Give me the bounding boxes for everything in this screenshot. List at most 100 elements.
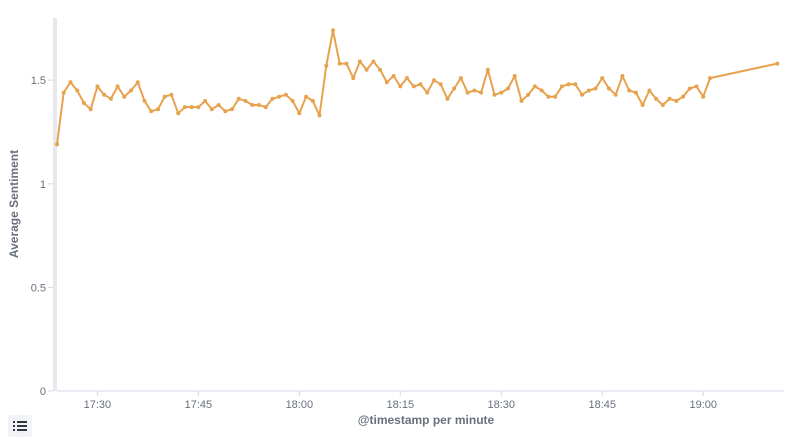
data-point[interactable] (304, 94, 309, 99)
data-point[interactable] (694, 84, 699, 89)
data-point[interactable] (640, 103, 645, 107)
data-point[interactable] (142, 98, 147, 103)
data-point[interactable] (310, 98, 315, 103)
data-point[interactable] (351, 76, 356, 81)
data-point[interactable] (156, 107, 160, 112)
data-point[interactable] (667, 96, 672, 101)
data-point[interactable] (102, 92, 107, 97)
data-point[interactable] (553, 94, 558, 99)
data-point[interactable] (660, 103, 665, 107)
data-point[interactable] (270, 96, 275, 101)
data-point[interactable] (418, 82, 423, 87)
data-point[interactable] (290, 98, 295, 103)
data-point[interactable] (169, 92, 174, 97)
data-point[interactable] (701, 94, 706, 99)
data-point[interactable] (250, 103, 255, 107)
data-point[interactable] (364, 67, 369, 72)
data-point[interactable] (209, 107, 214, 112)
data-point[interactable] (256, 103, 261, 107)
data-point[interactable] (88, 107, 93, 112)
data-point[interactable] (223, 109, 228, 114)
data-point[interactable] (607, 86, 611, 91)
legend-toggle-button[interactable] (8, 415, 32, 437)
data-point[interactable] (600, 76, 605, 81)
data-point[interactable] (647, 88, 652, 93)
data-point[interactable] (135, 80, 140, 85)
data-point[interactable] (674, 98, 679, 103)
data-point[interactable] (230, 107, 234, 112)
data-point[interactable] (479, 90, 484, 95)
data-point[interactable] (384, 80, 389, 85)
data-point[interactable] (189, 105, 194, 110)
data-point[interactable] (263, 105, 268, 110)
data-point[interactable] (613, 92, 618, 97)
data-point[interactable] (371, 59, 376, 64)
data-point[interactable] (708, 76, 712, 81)
data-point[interactable] (75, 88, 80, 93)
data-point[interactable] (378, 67, 383, 72)
data-point[interactable] (122, 94, 127, 99)
data-point[interactable] (485, 67, 490, 72)
data-point[interactable] (405, 76, 409, 81)
data-point[interactable] (472, 88, 477, 93)
data-point[interactable] (681, 94, 685, 99)
data-point[interactable] (277, 94, 282, 99)
data-point[interactable] (55, 142, 59, 147)
data-point[interactable] (654, 96, 659, 101)
data-point[interactable] (519, 98, 524, 103)
data-point[interactable] (331, 28, 335, 33)
data-point[interactable] (559, 84, 564, 89)
data-point[interactable] (411, 84, 416, 89)
data-point[interactable] (129, 88, 133, 93)
data-point[interactable] (236, 96, 241, 101)
data-point[interactable] (566, 82, 571, 87)
data-point[interactable] (458, 76, 463, 81)
data-point[interactable] (68, 80, 73, 85)
data-point[interactable] (465, 90, 470, 95)
data-point[interactable] (492, 92, 497, 97)
data-point[interactable] (539, 88, 544, 93)
data-point[interactable] (317, 113, 322, 118)
data-point[interactable] (586, 88, 591, 93)
data-point[interactable] (546, 94, 551, 99)
data-point[interactable] (425, 90, 430, 95)
data-point[interactable] (620, 74, 625, 78)
data-point[interactable] (162, 94, 167, 99)
data-point[interactable] (297, 111, 302, 116)
data-point[interactable] (243, 98, 248, 103)
data-point[interactable] (324, 63, 329, 68)
data-point[interactable] (438, 82, 443, 87)
data-point[interactable] (775, 61, 780, 66)
data-point[interactable] (499, 90, 504, 95)
data-point[interactable] (432, 78, 436, 83)
data-point[interactable] (391, 74, 396, 78)
data-point[interactable] (526, 92, 531, 97)
data-point[interactable] (283, 92, 288, 97)
data-point[interactable] (633, 90, 638, 95)
data-point[interactable] (687, 86, 692, 91)
data-point[interactable] (182, 105, 187, 110)
data-point[interactable] (593, 86, 598, 91)
data-point[interactable] (512, 74, 517, 78)
data-point[interactable] (149, 109, 154, 114)
data-point[interactable] (344, 61, 349, 66)
data-point[interactable] (81, 101, 86, 105)
data-point[interactable] (398, 84, 403, 89)
data-point[interactable] (337, 61, 342, 66)
data-point[interactable] (573, 82, 578, 87)
data-point[interactable] (95, 84, 100, 89)
data-point[interactable] (216, 103, 221, 107)
data-point[interactable] (357, 59, 362, 64)
data-point[interactable] (532, 84, 537, 89)
data-point[interactable] (61, 90, 66, 95)
data-point[interactable] (506, 86, 510, 91)
data-point[interactable] (176, 111, 181, 116)
data-point[interactable] (108, 96, 113, 101)
data-point[interactable] (452, 86, 457, 91)
data-point[interactable] (115, 84, 120, 89)
data-point[interactable] (445, 96, 450, 101)
data-point[interactable] (196, 105, 201, 110)
data-point[interactable] (627, 88, 632, 93)
data-point[interactable] (580, 92, 585, 97)
data-point[interactable] (203, 98, 208, 103)
